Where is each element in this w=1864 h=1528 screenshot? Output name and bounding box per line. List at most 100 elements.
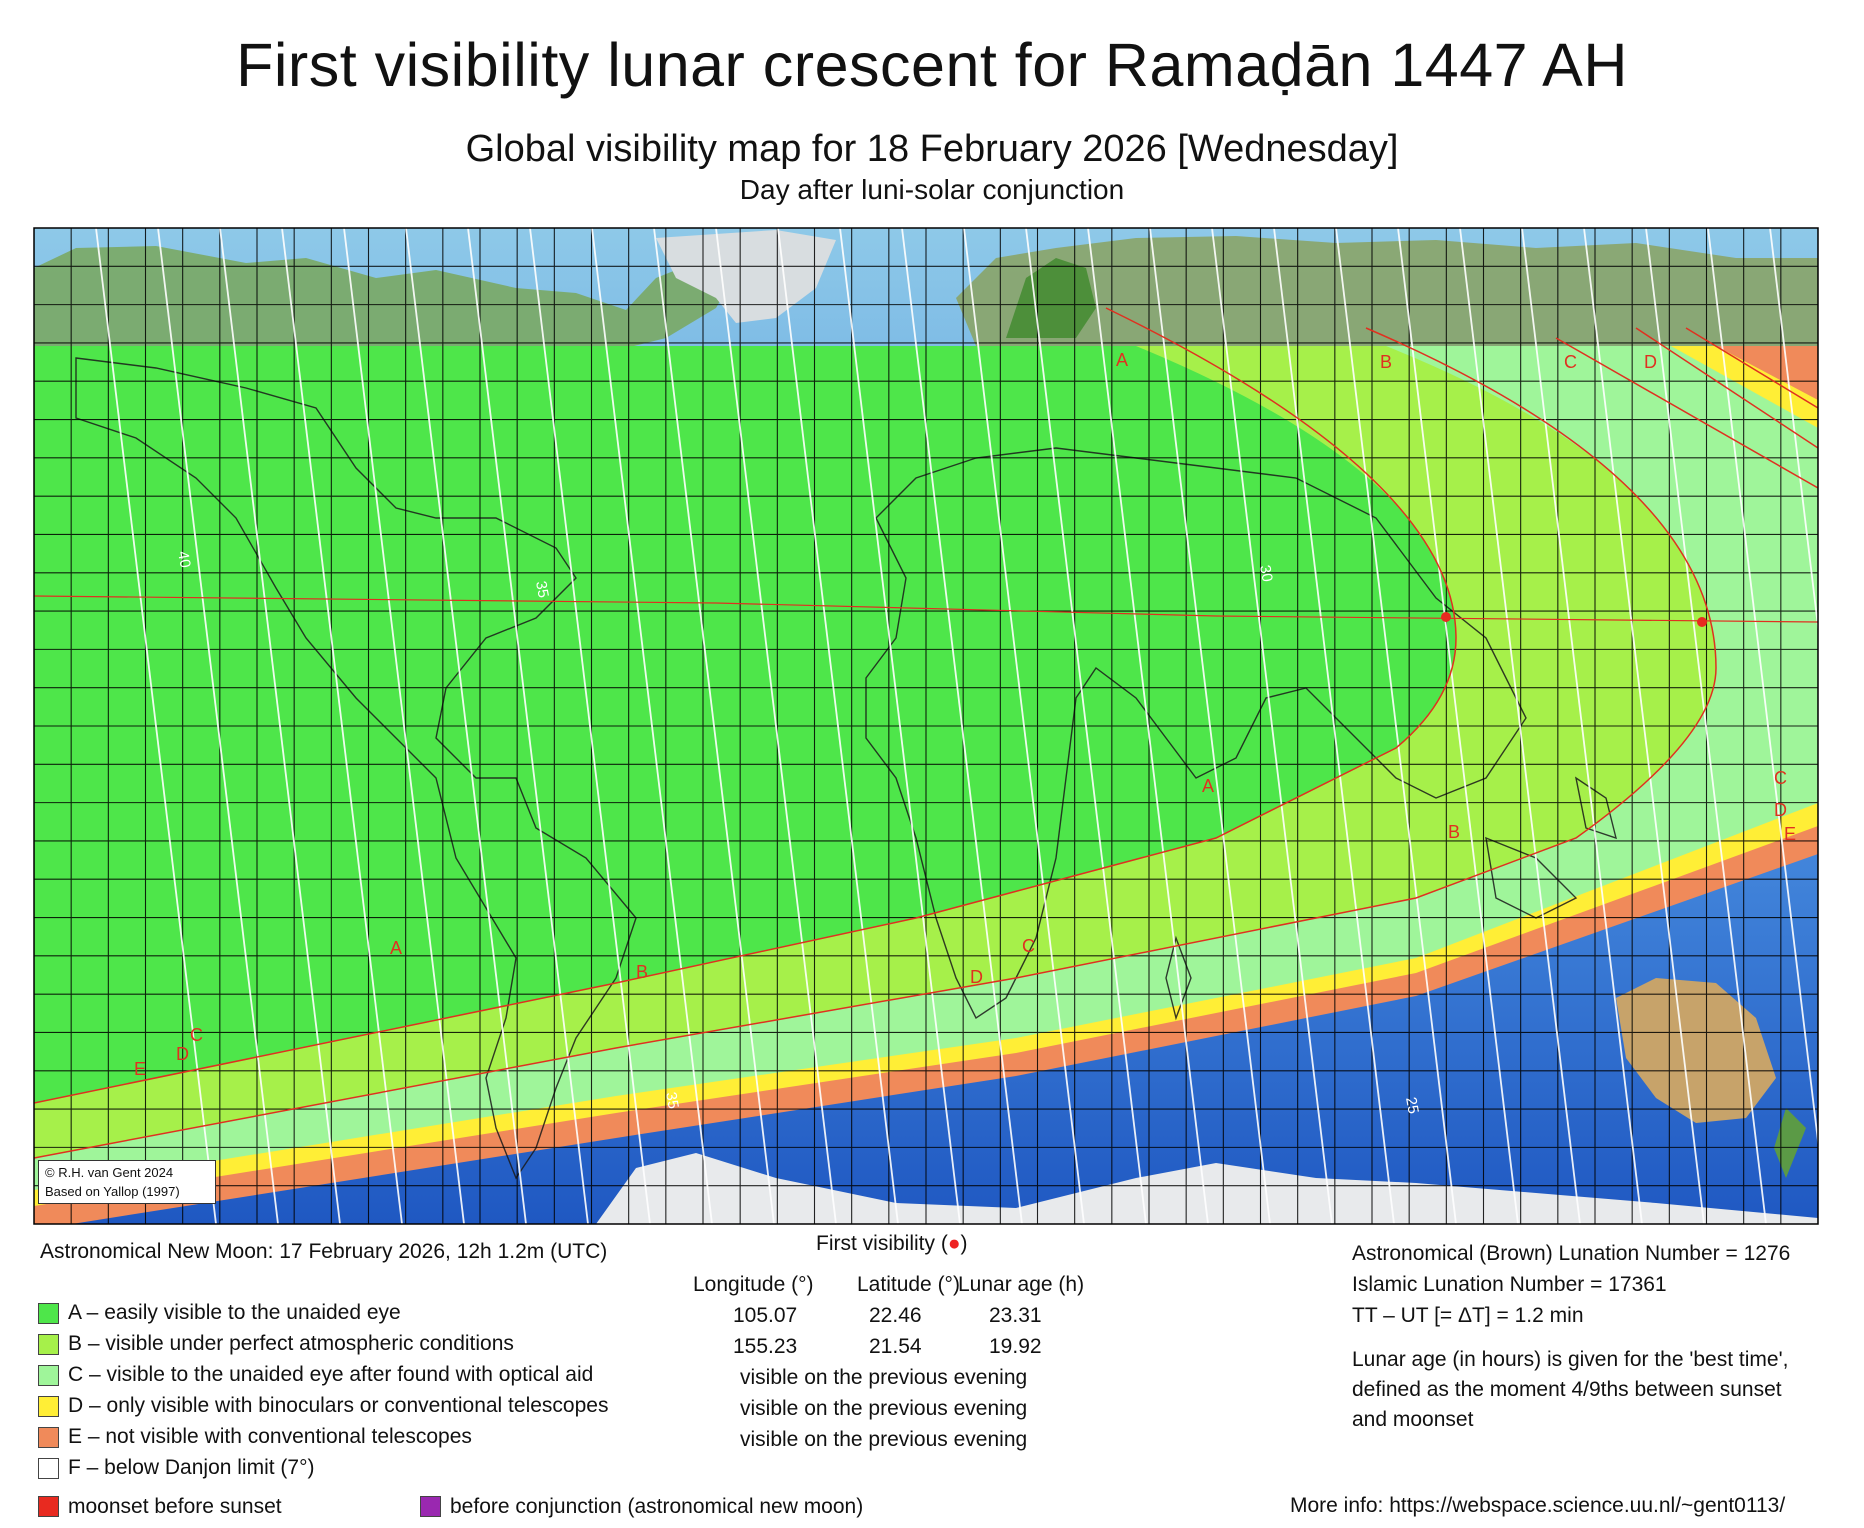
lunar-age-contour xyxy=(1645,228,1767,1224)
lunar-age-contour xyxy=(777,228,899,1224)
legend-swatch-B xyxy=(38,1334,59,1355)
zone-label-E: E xyxy=(1784,824,1796,844)
lunar-age-contour xyxy=(901,228,1023,1224)
lunar-age-contour xyxy=(839,228,961,1224)
lunar-age-contour xyxy=(1583,228,1705,1224)
lunar-age-contour xyxy=(219,228,341,1224)
lunar-age-contour xyxy=(529,228,651,1224)
before-conjunction-swatch xyxy=(420,1496,441,1517)
zone-label-C: C xyxy=(1022,936,1035,956)
first-visibility-point-1 xyxy=(1441,612,1451,622)
land-greenland xyxy=(656,230,836,323)
first-visibility-label: First visibility ( xyxy=(816,1232,948,1255)
legend-label-C: C – visible to the unaided eye after fou… xyxy=(68,1363,594,1386)
lunar-age-contour xyxy=(1087,228,1209,1224)
zone-label-B: B xyxy=(636,962,648,982)
contour-label-30: 30 xyxy=(1256,564,1276,583)
legend-swatch-D xyxy=(38,1396,59,1417)
zone-label-D: D xyxy=(176,1044,189,1064)
lunar-age-contour xyxy=(591,228,713,1224)
first-visibility-title: First visibility (●) xyxy=(816,1232,968,1256)
lunar-age-contours xyxy=(95,228,1818,1224)
zone-label-E: E xyxy=(134,1059,146,1079)
land-antarctica xyxy=(596,1153,1818,1224)
boundary-E xyxy=(1685,327,1818,409)
boundary-A xyxy=(34,307,1457,1104)
zone-A-band xyxy=(34,346,1456,1103)
contour-label-35: 35 xyxy=(532,580,552,599)
lunar-age-contour xyxy=(1335,228,1457,1224)
lunar-age-contour xyxy=(715,228,837,1224)
lunar-age-contour xyxy=(1769,228,1818,634)
contour-labels: 40 35 30 35 25 xyxy=(174,550,1422,1115)
contour-label-25: 25 xyxy=(1402,1096,1422,1115)
before-conjunction-label: before conjunction (astronomical new moo… xyxy=(450,1495,864,1518)
boundary-D xyxy=(1635,327,1818,449)
lunar-age-contour xyxy=(1149,228,1271,1224)
zone-label-D: D xyxy=(1774,800,1787,820)
zone-boundaries xyxy=(34,307,1818,1159)
contour-label-40: 40 xyxy=(174,550,194,569)
lunar-age-contour xyxy=(1459,228,1581,1224)
lunar-age-contour xyxy=(1707,228,1818,1149)
legend-label-B: B – visible under perfect atmospheric co… xyxy=(68,1332,514,1355)
lunar-age-contour xyxy=(281,228,403,1224)
moonset-swatch xyxy=(38,1496,59,1517)
legend-swatch-E xyxy=(38,1427,59,1448)
lunar-age-contour xyxy=(95,228,217,1224)
copyright-source: Based on Yallop (1997) xyxy=(45,1184,180,1199)
header-latitude: Latitude (°) xyxy=(857,1273,960,1296)
row2-longitude: 155.23 xyxy=(733,1335,798,1358)
map-subtitle: Global visibility map for 18 February 20… xyxy=(465,128,1399,170)
first-visibility-note: visible on the previous evening xyxy=(740,1397,1028,1420)
contour-label-35: 35 xyxy=(662,1091,682,1110)
land-eurasia-north xyxy=(956,236,1818,346)
land-new-zealand xyxy=(1774,1108,1806,1178)
first-visibility-note: visible on the previous evening xyxy=(740,1366,1028,1389)
lunar-age-contour xyxy=(467,228,589,1224)
lunar-age-note-2: defined as the moment 4/9ths between sun… xyxy=(1352,1378,1782,1401)
row2-latitude: 21.54 xyxy=(869,1335,922,1358)
first-visibility-point-2 xyxy=(1697,617,1707,627)
zone-letter-labels: A B C D A B C D E A B C D C D E xyxy=(134,350,1796,1079)
islamic-lunation-number: Islamic Lunation Number = 17361 xyxy=(1352,1273,1667,1296)
lunation-number: Astronomical (Brown) Lunation Number = 1… xyxy=(1352,1242,1791,1265)
land-australia xyxy=(1616,978,1776,1123)
first-visibility-close: ) xyxy=(960,1232,968,1255)
lunar-age-contour xyxy=(1211,228,1333,1224)
zone-label-B: B xyxy=(1448,822,1460,842)
map-subtitle-conjunction: Day after luni-solar conjunction xyxy=(739,174,1125,205)
zone-label-A: A xyxy=(1202,776,1214,796)
land-scandinavia xyxy=(1006,258,1096,338)
row1-longitude: 105.07 xyxy=(733,1304,798,1327)
lunar-age-note-1: Lunar age (in hours) is given for the 'b… xyxy=(1352,1348,1789,1371)
lunar-age-contour xyxy=(405,228,527,1224)
lunar-age-contour xyxy=(343,228,465,1224)
map-title: First visibility lunar crescent for Rama… xyxy=(236,31,1628,99)
lunar-age-note-3: and moonset xyxy=(1352,1408,1474,1431)
zone-label-C: C xyxy=(1564,352,1577,372)
boundary-C xyxy=(1555,337,1818,489)
more-info-link[interactable]: More info: https://webspace.science.uu.n… xyxy=(1290,1494,1786,1517)
lunar-age-contour xyxy=(653,228,775,1224)
copyright-box: © R.H. van Gent 2024 Based on Yallop (19… xyxy=(38,1160,216,1204)
legend-swatch-F xyxy=(38,1458,59,1479)
zone-label-B: B xyxy=(1380,352,1392,372)
lunar-age-contour xyxy=(1025,228,1147,1224)
row2-lunar-age: 19.92 xyxy=(989,1335,1042,1358)
legend-swatch-C xyxy=(38,1365,59,1386)
legend-label-E: E – not visible with conventional telesc… xyxy=(68,1425,472,1448)
header-longitude: Longitude (°) xyxy=(693,1273,814,1296)
zone-label-A: A xyxy=(390,938,402,958)
land-alaska-canada xyxy=(34,246,736,353)
row1-lunar-age: 23.31 xyxy=(989,1304,1042,1327)
lunar-age-contour xyxy=(1397,228,1519,1224)
copyright-line: © R.H. van Gent 2024 xyxy=(45,1165,174,1180)
first-visibility-dot-icon: ● xyxy=(947,1232,961,1255)
lunar-age-contour xyxy=(1521,228,1643,1224)
zone-label-D: D xyxy=(970,967,983,987)
conjunction-line xyxy=(34,595,1818,623)
header-lunar-age: Lunar age (h) xyxy=(958,1273,1085,1296)
zone-label-C: C xyxy=(190,1025,203,1045)
lunar-age-contour xyxy=(1273,228,1395,1224)
